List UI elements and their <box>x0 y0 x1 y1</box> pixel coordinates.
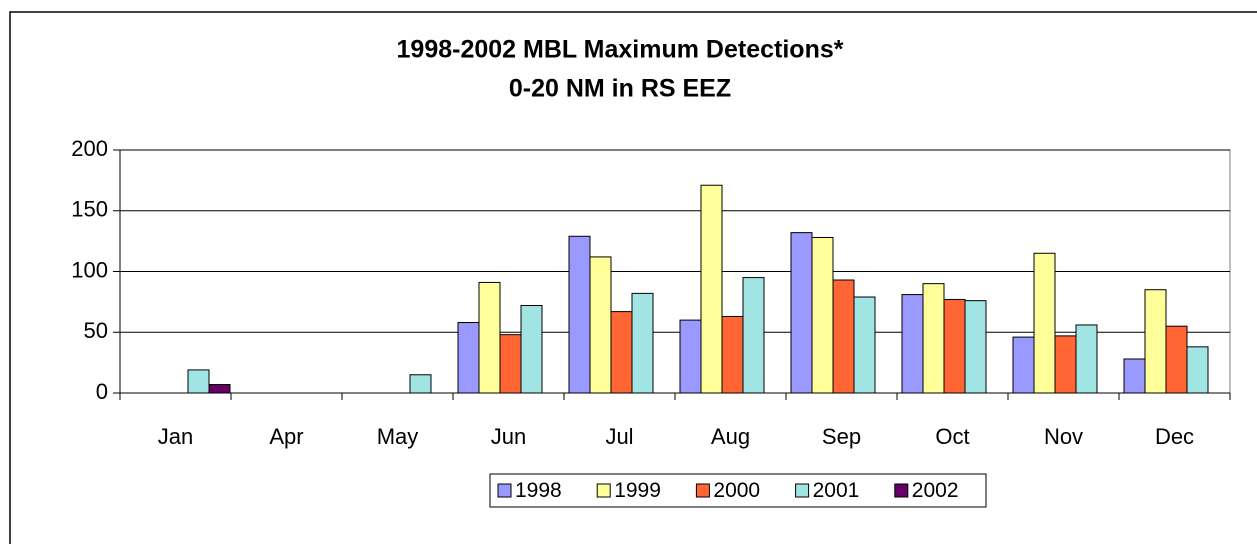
bar <box>409 374 432 394</box>
bar <box>901 294 924 394</box>
x-tick-label: Dec <box>1155 424 1194 449</box>
bar <box>568 235 591 394</box>
bar <box>520 305 543 394</box>
bar <box>742 277 765 394</box>
bar <box>589 256 612 394</box>
bar <box>679 319 702 394</box>
x-tick-label: Oct <box>935 424 969 449</box>
bar <box>631 292 654 394</box>
bar <box>964 300 987 394</box>
x-tick-label: Nov <box>1044 424 1083 449</box>
chart-subtitle: 0-20 NM in RS EEZ <box>509 75 731 103</box>
bar <box>208 383 231 394</box>
y-tick-label: 200 <box>71 136 108 161</box>
bar <box>922 283 945 394</box>
x-tick-label: Sep <box>822 424 861 449</box>
bar <box>1144 289 1167 394</box>
chart-title: 1998-2002 MBL Maximum Detections* <box>397 36 844 64</box>
bar <box>610 311 633 394</box>
y-tick-label: 150 <box>71 197 108 222</box>
y-tick-label: 0 <box>96 379 108 404</box>
x-tick-label: May <box>377 424 419 449</box>
bar <box>832 279 855 394</box>
bar <box>943 298 966 394</box>
bar <box>811 236 834 394</box>
bar <box>1186 346 1209 394</box>
bar <box>478 281 501 394</box>
bar <box>187 369 210 394</box>
bar <box>853 296 876 394</box>
bar <box>1054 335 1077 394</box>
x-tick-label: Apr <box>269 424 303 449</box>
y-tick-label: 100 <box>71 257 108 282</box>
legend-label: 2001 <box>813 479 860 502</box>
bar <box>700 184 723 394</box>
bar <box>790 232 813 394</box>
bar <box>1123 358 1146 394</box>
legend-swatch <box>497 483 512 498</box>
bar <box>457 322 480 394</box>
legend-swatch <box>795 483 810 498</box>
legend-swatch <box>894 483 909 498</box>
legend-label: 2002 <box>912 479 959 502</box>
frame <box>9 11 1257 544</box>
legend-label: 2000 <box>713 479 760 502</box>
x-tick-label: Aug <box>711 424 750 449</box>
legend-label: 1999 <box>614 479 661 502</box>
legend-label: 1998 <box>515 479 562 502</box>
x-tick-label: Jan <box>158 424 193 449</box>
legend-swatch <box>596 483 611 498</box>
bar <box>1075 324 1098 394</box>
x-tick-label: Jul <box>605 424 633 449</box>
y-tick-label: 50 <box>84 318 108 343</box>
bar <box>721 315 744 394</box>
bar <box>1165 325 1188 394</box>
bar <box>1033 252 1056 394</box>
legend-swatch <box>695 483 710 498</box>
bar <box>499 334 522 394</box>
bar <box>1012 336 1035 394</box>
x-tick-label: Jun <box>491 424 526 449</box>
